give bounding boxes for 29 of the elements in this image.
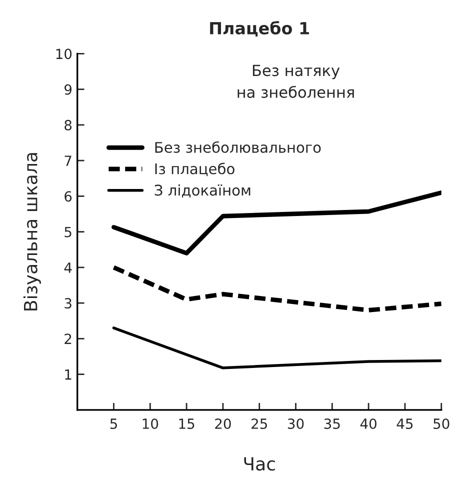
x-axis-title: Час [244, 457, 275, 471]
x-tick-label: 40 [360, 418, 376, 430]
legend-label: Із плацебо [155, 162, 234, 176]
x-tick-label: 15 [179, 418, 194, 430]
y-tick-label: 3 [64, 298, 72, 309]
x-tick-label: 45 [396, 418, 413, 430]
y-tick-label: 6 [64, 191, 72, 202]
y-tick-label: 2 [64, 334, 72, 344]
y-tick-label: 5 [64, 226, 72, 238]
y-tick-label: 4 [64, 262, 72, 273]
x-tick-label: 5 [110, 418, 117, 430]
legend-label: З лідокаїном [154, 184, 250, 198]
y-tick-label: 8 [64, 120, 72, 130]
y-tick-label: 10 [56, 48, 72, 60]
x-tick-label: 35 [324, 418, 340, 430]
annotation: Без натяку на знеболення [238, 64, 354, 98]
line-series [112, 265, 442, 312]
y-tick-label: 7 [64, 156, 72, 166]
x-tick-label: 30 [288, 418, 304, 430]
chart-title: Плацебо 1 [210, 21, 309, 37]
line-series [112, 326, 442, 370]
y-tick-label: 9 [64, 84, 72, 95]
legend-label: Без знеболювального [155, 141, 321, 153]
x-tick-label: 50 [434, 418, 450, 430]
x-tick-label: 25 [252, 418, 267, 430]
y-axis-title: Візуальна шкала [23, 153, 41, 310]
x-tick-label: 20 [215, 418, 231, 430]
x-tick-label: 10 [142, 418, 158, 430]
y-tick-label: 1 [65, 369, 72, 380]
